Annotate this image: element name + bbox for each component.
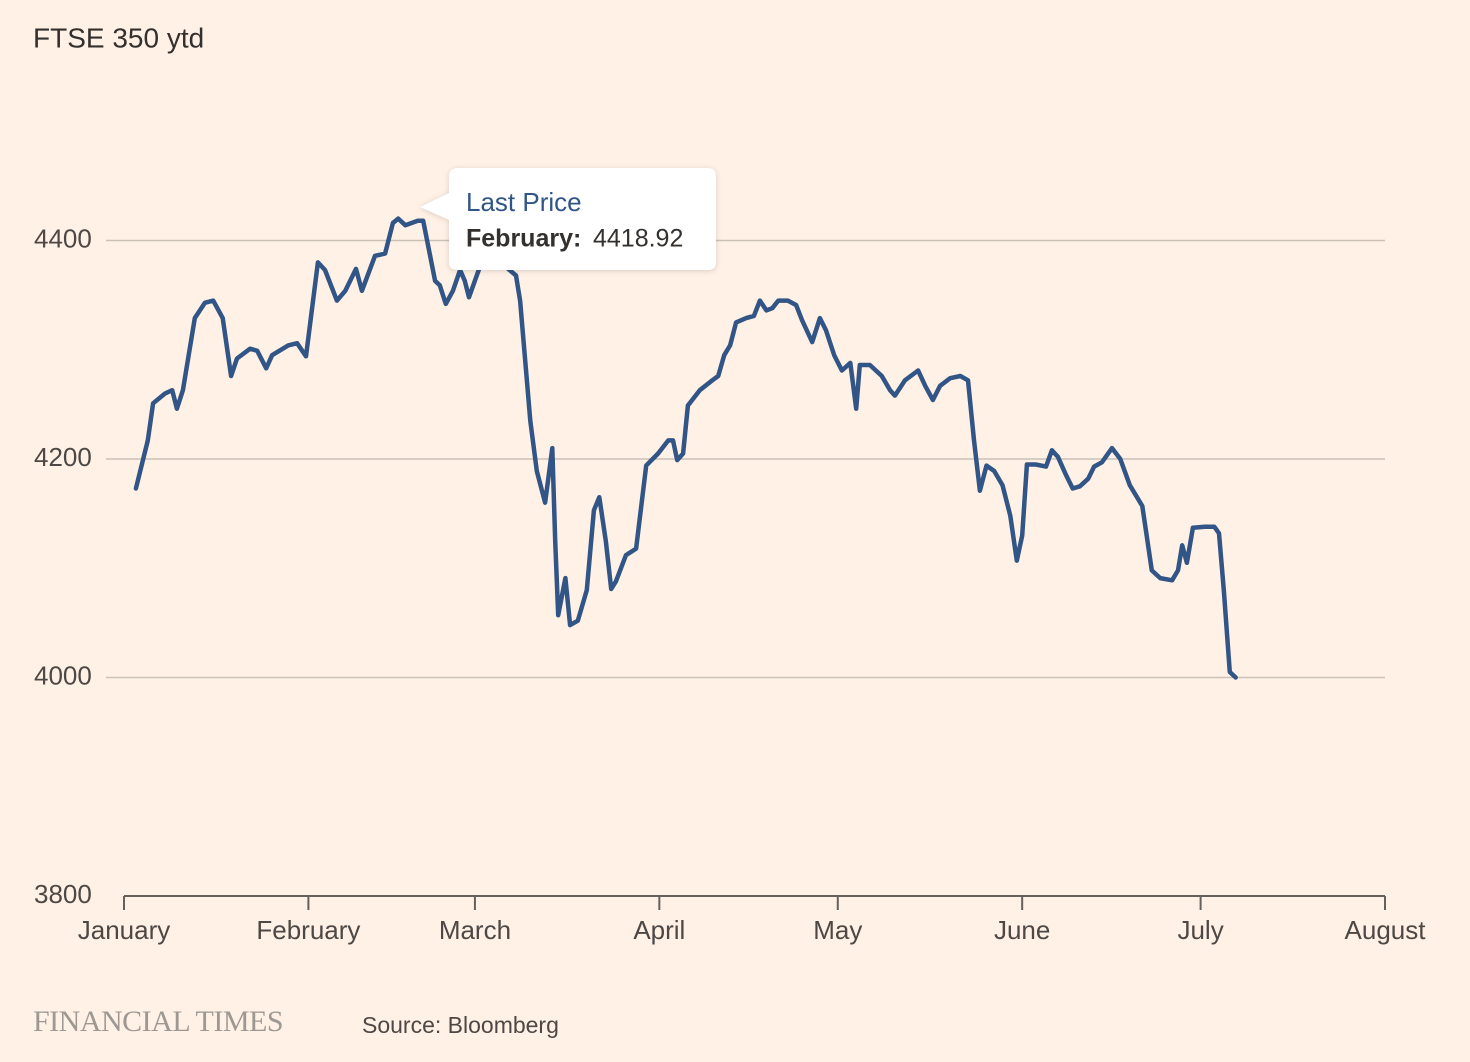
y-tick-label: 4400 <box>34 223 92 253</box>
x-tick-label: August <box>1345 915 1427 945</box>
price-line <box>133 216 1238 680</box>
brand: FINANCIAL TIMES <box>33 1005 283 1038</box>
x-tick-label: July <box>1177 915 1223 945</box>
x-tick-label: March <box>439 915 511 945</box>
x-tick-label: January <box>78 915 171 945</box>
x-tick-label: June <box>994 915 1050 945</box>
source: Source: Bloomberg <box>362 1012 559 1038</box>
tooltip-value: 4418.92 <box>593 225 683 253</box>
y-tick-label: 3800 <box>34 879 92 909</box>
x-tick-label: April <box>633 915 685 945</box>
y-tick-label: 4200 <box>34 442 92 472</box>
axes: 3800 4000 4200 4400 January February March Apri… <box>34 223 1426 945</box>
chart-title: FTSE 350 ytd <box>33 22 204 53</box>
tooltip-label: February: <box>466 225 581 253</box>
x-tick-label: May <box>813 915 862 945</box>
tooltip-title: Last Price <box>466 187 582 217</box>
tooltip <box>420 168 716 270</box>
x-tick-label: February <box>256 915 360 945</box>
plot-area <box>133 216 1238 680</box>
y-tick-label: 4000 <box>34 660 92 690</box>
tooltip-box <box>420 168 716 270</box>
